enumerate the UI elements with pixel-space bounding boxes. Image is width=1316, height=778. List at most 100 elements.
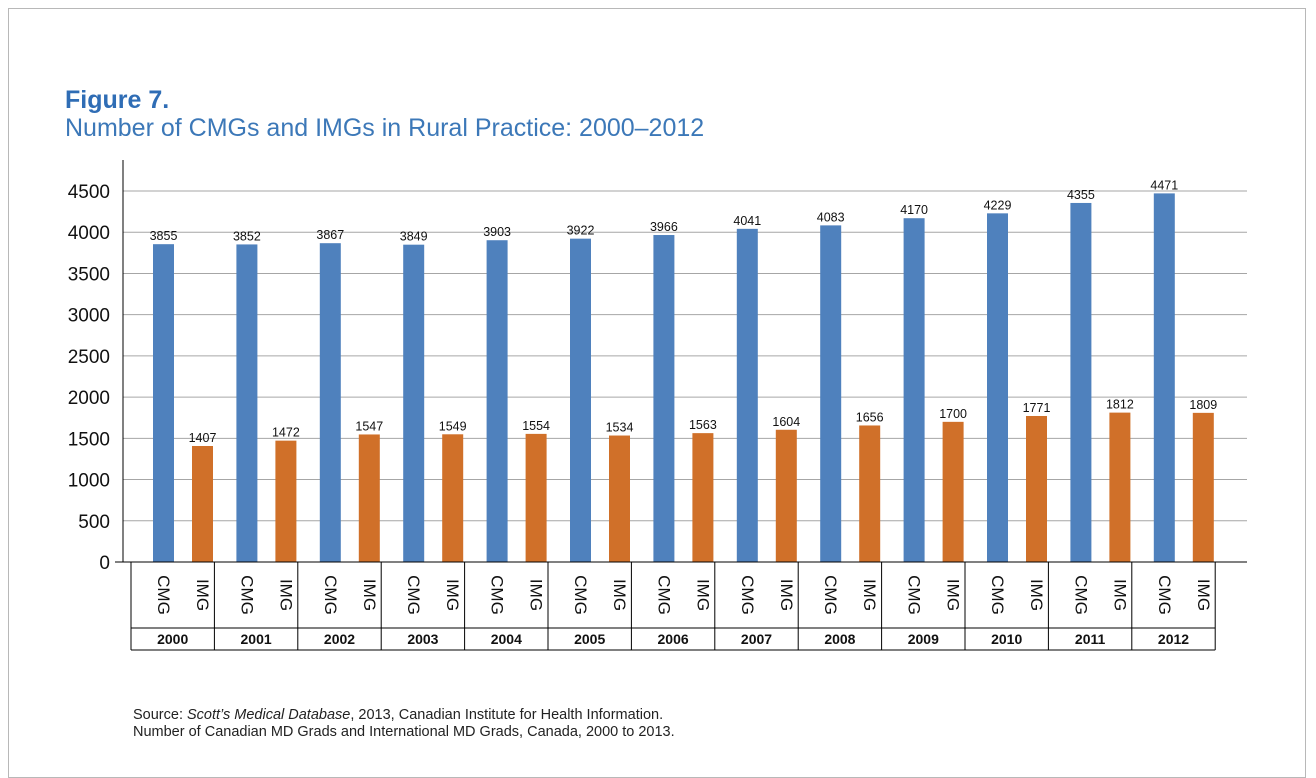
x-subcategory-label: CMG	[905, 575, 924, 615]
source-note: Source: Scott’s Medical Database, 2013, …	[133, 707, 675, 741]
x-subcategory-label: IMG	[1027, 579, 1046, 611]
bar-cmg	[653, 235, 675, 562]
y-tick-label: 3000	[68, 306, 110, 327]
bar-img	[192, 446, 213, 562]
y-tick-label: 4000	[68, 223, 110, 244]
data-label: 3867	[316, 228, 344, 242]
bar-img	[775, 429, 797, 562]
y-tick-label: 1000	[68, 471, 110, 492]
source-prefix: Source:	[133, 707, 187, 723]
x-category-label: 2008	[824, 631, 855, 647]
x-category-label: 2004	[491, 631, 522, 647]
x-subcategory-label: CMG	[1071, 575, 1090, 615]
bar-cmg	[403, 244, 425, 562]
bar-img	[1026, 415, 1047, 562]
data-label: 3922	[567, 224, 595, 238]
x-category-label: 2005	[574, 631, 605, 647]
bar-img	[859, 425, 881, 562]
data-label: 1547	[355, 419, 383, 433]
x-subcategory-label: CMG	[1155, 575, 1174, 615]
data-label: 1534	[606, 421, 634, 435]
data-label: 1812	[1106, 398, 1134, 412]
data-label: 1554	[522, 419, 550, 433]
x-subcategory-label: CMG	[738, 575, 757, 615]
data-label: 4229	[984, 198, 1012, 212]
x-subcategory-label: CMG	[237, 575, 256, 615]
bar-img	[275, 440, 297, 562]
x-category-label: 2000	[157, 631, 188, 647]
data-label: 4355	[1067, 188, 1095, 202]
source-database: Scott’s Medical Database	[187, 707, 351, 723]
bar-img	[1192, 412, 1214, 562]
x-subcategory-label: IMG	[1194, 579, 1213, 611]
bar-cmg	[1153, 193, 1175, 563]
data-label: 3849	[400, 230, 428, 244]
x-subcategory-label: CMG	[654, 575, 673, 615]
bar-cmg	[236, 244, 258, 562]
data-label: 3903	[483, 225, 511, 239]
x-category-label: 2009	[908, 631, 939, 647]
x-subcategory-label: IMG	[193, 579, 212, 611]
x-subcategory-label: CMG	[988, 575, 1007, 615]
data-label: 3966	[650, 220, 678, 234]
data-label: 1549	[439, 419, 467, 433]
x-category-label: 2011	[1075, 631, 1106, 647]
bar-cmg	[1070, 202, 1092, 562]
x-category-label: 2001	[241, 631, 272, 647]
bar-img	[942, 421, 964, 562]
bar-img	[358, 434, 380, 562]
data-label: 1656	[856, 410, 884, 424]
x-category-label: 2007	[741, 631, 772, 647]
x-subcategory-label: CMG	[404, 575, 423, 615]
x-subcategory-label: CMG	[488, 575, 507, 615]
bar-cmg	[153, 244, 174, 562]
y-tick-label: 500	[78, 512, 110, 533]
bar-cmg	[987, 213, 1008, 562]
x-subcategory-label: IMG	[360, 579, 379, 611]
x-category-label: 2003	[407, 631, 438, 647]
bar-img	[442, 434, 464, 562]
bar-img	[692, 433, 714, 562]
bar-cmg	[570, 238, 591, 562]
data-label: 1700	[939, 407, 967, 421]
x-subcategory-label: IMG	[860, 579, 879, 611]
bar-img	[1109, 412, 1131, 562]
x-subcategory-label: IMG	[777, 579, 796, 611]
data-label: 1407	[189, 431, 217, 445]
data-label: 4471	[1150, 178, 1178, 192]
x-subcategory-label: IMG	[443, 579, 462, 611]
source-line-2: Number of Canadian MD Grads and Internat…	[133, 724, 675, 740]
data-label: 3855	[150, 229, 178, 243]
x-subcategory-label: IMG	[693, 579, 712, 611]
x-subcategory-label: IMG	[1110, 579, 1129, 611]
bar-cmg	[319, 243, 341, 563]
bar-img	[525, 433, 547, 562]
x-category-label: 2006	[658, 631, 689, 647]
data-label: 4041	[733, 214, 761, 228]
x-category-label: 2012	[1158, 631, 1189, 647]
x-subcategory-label: CMG	[821, 575, 840, 615]
data-label: 4170	[900, 203, 928, 217]
x-subcategory-label: CMG	[154, 575, 173, 615]
x-subcategory-label: IMG	[610, 579, 629, 611]
x-subcategory-label: IMG	[276, 579, 295, 611]
x-category-label: 2010	[991, 631, 1022, 647]
bar-cmg	[903, 218, 925, 562]
data-label: 4083	[817, 210, 845, 224]
bar-img	[609, 435, 630, 562]
data-label: 1472	[272, 426, 300, 440]
data-label: 1563	[689, 418, 717, 432]
y-tick-label: 2500	[68, 347, 110, 368]
x-subcategory-label: CMG	[321, 575, 340, 615]
figure-title: Number of CMGs and IMGs in Rural Practic…	[65, 114, 705, 142]
data-label: 1604	[772, 415, 800, 429]
data-label: 1809	[1189, 398, 1217, 412]
figure-label: Figure 7.	[65, 86, 170, 114]
y-tick-label: 3500	[68, 264, 110, 285]
x-subcategory-label: CMG	[571, 575, 590, 615]
y-tick-label: 4500	[68, 182, 110, 203]
x-subcategory-label: IMG	[944, 579, 963, 611]
data-label: 1771	[1023, 401, 1051, 415]
source-rest: , 2013, Canadian Institute for Health In…	[350, 707, 664, 723]
